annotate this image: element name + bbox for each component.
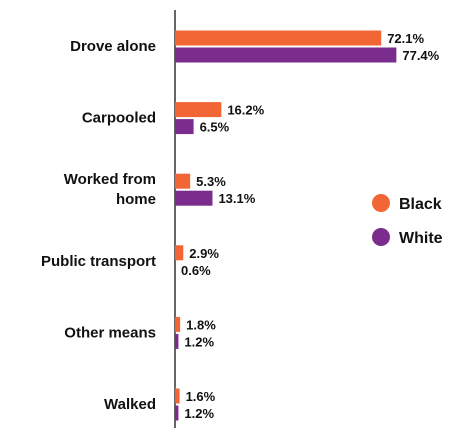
bar-white xyxy=(175,333,179,349)
bar-group: Other means 1.8% 1.2% xyxy=(64,316,216,349)
value-label-white: 1.2% xyxy=(184,334,214,349)
value-label-black: 1.8% xyxy=(186,317,216,332)
category-label: Carpooled xyxy=(82,110,156,127)
value-label-black: 16.2% xyxy=(227,103,264,118)
legend-label-white: White xyxy=(399,230,443,247)
bar-group: Drove alone 72.1% 77.4% xyxy=(70,30,440,63)
value-label-black: 1.6% xyxy=(186,389,216,404)
bar-white xyxy=(175,47,397,63)
bar-group: Worked from home 5.3% 13.1% xyxy=(64,171,256,208)
bar-black xyxy=(175,245,184,261)
bar-group: Carpooled 16.2% 6.5% xyxy=(82,102,265,135)
value-label-white: 6.5% xyxy=(200,120,230,135)
category-label-line: Public transport xyxy=(41,253,156,270)
value-label-black: 72.1% xyxy=(387,31,424,46)
category-label: Worked from home xyxy=(64,171,156,208)
category-label-line: Walked xyxy=(104,396,156,413)
category-label: Walked xyxy=(104,396,156,413)
legend-label-black: Black xyxy=(399,196,442,213)
value-label-white: 1.2% xyxy=(184,406,214,421)
value-label-black: 5.3% xyxy=(196,174,226,189)
value-label-white: 0.6% xyxy=(181,263,211,278)
category-label: Public transport xyxy=(41,253,156,270)
category-label-line: Drove alone xyxy=(70,38,156,55)
bar-group: Public transport 2.9% 0.6% xyxy=(41,245,219,278)
bar-black xyxy=(175,30,382,46)
category-label-line: home xyxy=(116,191,156,208)
category-label-line: Other means xyxy=(64,324,156,341)
value-label-white: 77.4% xyxy=(402,48,439,63)
bar-black xyxy=(175,173,191,189)
category-label: Drove alone xyxy=(70,38,156,55)
category-label-line: Carpooled xyxy=(82,110,156,127)
category-label: Other means xyxy=(64,324,156,341)
bar-white xyxy=(175,405,179,421)
legend: Black White xyxy=(372,194,443,247)
bar-black xyxy=(175,388,180,404)
category-label-line: Worked from xyxy=(64,171,156,188)
bar-black xyxy=(175,102,222,118)
legend-swatch-black xyxy=(372,194,390,212)
bar-group: Walked 1.6% 1.2% xyxy=(104,388,216,421)
bar-white xyxy=(175,119,194,135)
legend-swatch-white xyxy=(372,228,390,246)
bar-black xyxy=(175,316,181,332)
value-label-black: 2.9% xyxy=(189,246,219,261)
bar-white xyxy=(175,190,213,206)
value-label-white: 13.1% xyxy=(218,191,255,206)
